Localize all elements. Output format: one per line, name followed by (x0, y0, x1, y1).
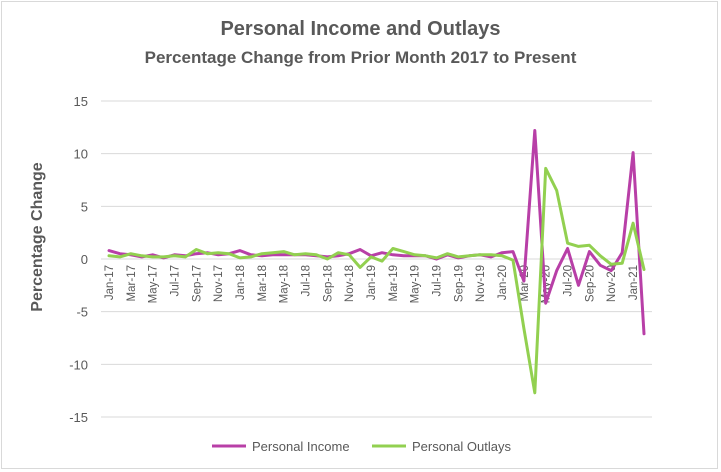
x-tick-label: Nov-18 (344, 265, 356, 302)
x-tick-label: Nov-17 (213, 265, 225, 302)
x-tick-label: Jan-21 (628, 265, 640, 300)
x-tick-label: Jan-18 (235, 265, 247, 300)
x-tick-label: Nov-20 (606, 265, 618, 302)
y-axis-label: Percentage Change (29, 162, 46, 311)
series-line-personal-income (107, 129, 646, 336)
y-axis-ticks: 15 10 5 0 -5 -10 -15 (69, 94, 88, 425)
x-tick-label: Sep-19 (453, 265, 465, 302)
x-tick-label: Jul-17 (170, 265, 182, 296)
legend-label: Personal Outlays (412, 439, 511, 454)
y-tick-label: -10 (69, 357, 88, 372)
x-tick-label: Mar-19 (388, 265, 400, 301)
y-tick-label: -5 (76, 305, 88, 320)
y-tick-label: 5 (81, 199, 88, 214)
x-tick-label: Jan-19 (366, 265, 378, 300)
y-tick-label: -15 (69, 410, 88, 425)
y-tick-label: 10 (74, 147, 88, 162)
x-tick-label: Jul-19 (432, 265, 444, 296)
x-tick-label: Sep-18 (322, 265, 334, 302)
x-tick-label: May-17 (148, 265, 160, 303)
x-tick-label: May-18 (279, 265, 291, 303)
legend-label: Personal Income (252, 439, 350, 454)
x-tick-label: Jan-20 (497, 265, 509, 300)
x-tick-label: May-19 (410, 265, 422, 303)
x-tick-label: Mar-17 (126, 265, 138, 301)
x-tick-label: Mar-18 (257, 265, 269, 301)
chart-title: Personal Income and Outlays (220, 18, 501, 40)
x-tick-label: Jul-20 (563, 265, 575, 296)
x-axis-ticks: Jan-17 Mar-17 May-17 Jul-17 Sep-17 Nov-17 Jan-… (104, 265, 640, 303)
chart-subtitle: Percentage Change from Prior Month 2017 … (144, 48, 577, 67)
x-tick-label: Sep-17 (191, 265, 203, 302)
x-tick-label: Jul-18 (301, 265, 313, 296)
legend: Personal Income Personal Outlays (212, 439, 511, 454)
x-tick-label: Nov-19 (475, 265, 487, 302)
series-line-personal-outlays (107, 166, 646, 395)
x-tick-label: Jan-17 (104, 265, 116, 300)
y-tick-label: 15 (74, 94, 88, 109)
series-lines (107, 129, 646, 395)
y-tick-label: 0 (81, 252, 88, 267)
x-tick-label: Sep-20 (584, 265, 596, 302)
